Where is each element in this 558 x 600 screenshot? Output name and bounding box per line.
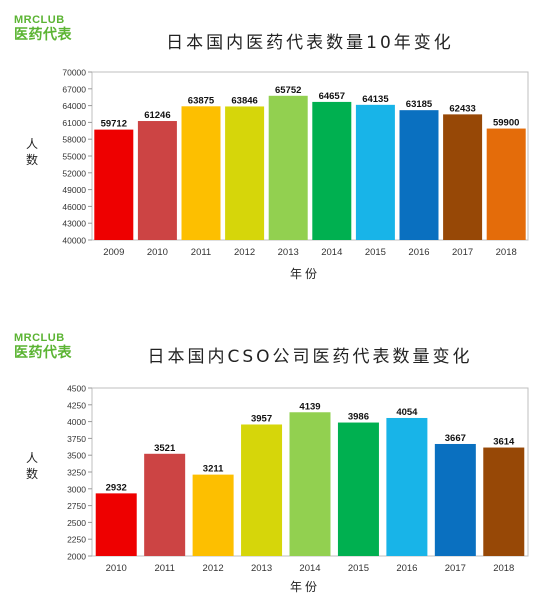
x-tick-label: 2014 xyxy=(321,247,342,258)
x-tick-label: 2010 xyxy=(106,563,127,574)
y-tick-label: 67000 xyxy=(62,84,86,94)
mrclub-logo: MRCLUB 医药代表 xyxy=(14,332,84,366)
bar xyxy=(95,493,137,556)
bar xyxy=(94,129,134,240)
y-tick-label: 52000 xyxy=(62,168,86,178)
x-tick-label: 2013 xyxy=(251,563,272,574)
data-label: 64135 xyxy=(362,94,389,105)
bar xyxy=(399,110,439,240)
data-label: 4139 xyxy=(299,401,320,412)
y-tick-label: 61000 xyxy=(62,118,86,128)
logo-bottom-text: 医药代表 xyxy=(14,345,72,361)
x-tick-label: 2016 xyxy=(396,563,417,574)
y-tick-label: 2250 xyxy=(67,535,86,545)
y-tick-label: 3000 xyxy=(67,484,86,494)
x-tick-label: 2017 xyxy=(452,247,473,258)
y-tick-label: 3500 xyxy=(67,451,86,461)
x-axis-label: 年份 xyxy=(289,580,320,594)
y-tick-label: 2500 xyxy=(67,518,86,528)
x-tick-label: 2012 xyxy=(203,563,224,574)
logo-top-text: MRCLUB xyxy=(14,14,65,26)
y-tick-label: 40000 xyxy=(62,236,86,246)
x-tick-label: 2011 xyxy=(191,247,211,258)
bar xyxy=(337,422,379,556)
data-label: 65752 xyxy=(275,85,301,96)
x-tick-label: 2015 xyxy=(348,563,369,574)
chart-panel-1: MRCLUB 医药代表 日本国内医药代表数量10年变化 人数 年份 40000 4… xyxy=(14,14,529,281)
y-tick-label: 49000 xyxy=(62,185,86,195)
x-tick-label: 2014 xyxy=(299,563,320,574)
mrclub-logo: MRCLUB 医药代表 xyxy=(14,14,84,48)
bar xyxy=(137,121,177,240)
bar xyxy=(225,106,265,240)
chart-panel-2: MRCLUB 医药代表 日本国内CSO公司医药代表数量变化 人数 年份 2000… xyxy=(0,300,558,600)
data-label: 3986 xyxy=(348,412,369,423)
x-tick-label: 2018 xyxy=(493,563,514,574)
bar-chart: 40000 43000 46000 49000 52000 55000 58000 61000… xyxy=(62,68,529,258)
data-label: 3957 xyxy=(251,413,272,424)
bar xyxy=(483,447,525,556)
data-label: 62433 xyxy=(449,103,475,114)
bar xyxy=(486,128,526,240)
x-axis-label: 年份 xyxy=(289,267,320,281)
data-label: 64657 xyxy=(319,91,345,102)
y-tick-label: 4500 xyxy=(67,384,86,394)
x-tick-label: 2011 xyxy=(154,563,174,574)
data-label: 4054 xyxy=(396,407,418,418)
data-label: 59900 xyxy=(493,118,519,129)
bar xyxy=(144,453,186,556)
bar xyxy=(268,95,308,240)
y-tick-label: 2000 xyxy=(67,552,86,562)
bar xyxy=(386,417,428,556)
y-tick-label: 4250 xyxy=(67,400,86,410)
data-label: 61246 xyxy=(144,110,170,121)
y-axis-label: 人数 xyxy=(25,451,38,481)
data-label: 3211 xyxy=(203,464,224,475)
y-tick-label: 3750 xyxy=(67,434,86,444)
data-label: 3667 xyxy=(445,433,466,444)
x-tick-label: 2013 xyxy=(278,247,299,258)
y-tick-label: 3250 xyxy=(67,468,86,478)
x-tick-label: 2009 xyxy=(103,247,124,258)
y-axis-label: 人数 xyxy=(25,137,38,167)
y-tick-label: 55000 xyxy=(62,152,86,162)
logo-top-text: MRCLUB xyxy=(14,332,65,344)
chart-title: 日本国内CSO公司医药代表数量变化 xyxy=(147,347,473,367)
bar xyxy=(289,412,331,556)
logo-bottom-text: 医药代表 xyxy=(14,27,72,43)
x-tick-label: 2010 xyxy=(147,247,168,258)
data-label: 3614 xyxy=(493,437,515,448)
y-tick-label: 46000 xyxy=(62,202,86,212)
bar xyxy=(355,104,395,241)
x-tick-label: 2016 xyxy=(408,247,429,258)
data-label: 63846 xyxy=(231,95,257,106)
bar xyxy=(192,474,234,556)
data-label: 2932 xyxy=(106,482,127,493)
bar xyxy=(434,443,476,556)
y-tick-label: 70000 xyxy=(62,68,86,78)
y-tick-label: 2750 xyxy=(67,501,86,511)
x-tick-label: 2018 xyxy=(496,247,517,258)
x-tick-label: 2017 xyxy=(445,563,466,574)
y-tick-label: 58000 xyxy=(62,135,86,145)
bar xyxy=(443,114,483,240)
x-tick-label: 2015 xyxy=(365,247,386,258)
bar xyxy=(241,424,283,556)
y-tick-label: 43000 xyxy=(62,219,86,229)
x-tick-label: 2012 xyxy=(234,247,255,258)
data-label: 63875 xyxy=(188,95,215,106)
bar xyxy=(181,106,221,240)
bar xyxy=(312,101,352,240)
y-tick-label: 4000 xyxy=(67,417,86,427)
chart-title: 日本国内医药代表数量10年变化 xyxy=(166,33,454,53)
y-tick-label: 64000 xyxy=(62,101,86,111)
data-label: 3521 xyxy=(154,443,176,454)
bar-chart: 2000 2250 2500 2750 3000 3250 3500 3750 4000 4250… xyxy=(67,384,529,574)
data-label: 59712 xyxy=(101,119,127,130)
data-label: 63185 xyxy=(406,99,433,110)
